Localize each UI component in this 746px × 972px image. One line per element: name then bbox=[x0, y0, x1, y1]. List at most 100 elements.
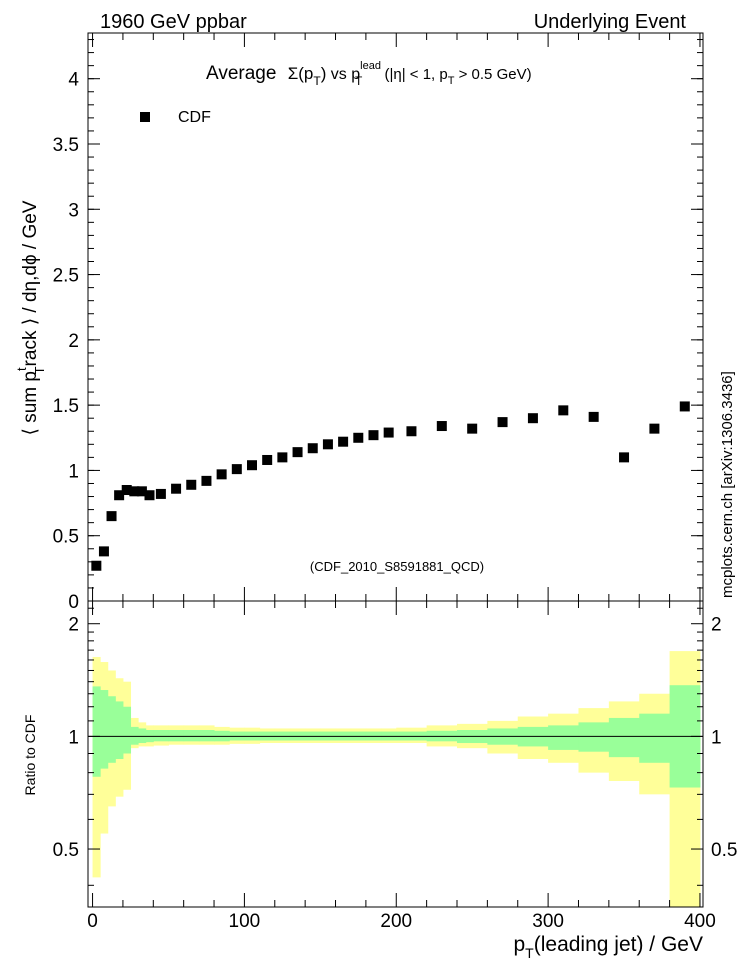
ratio-band-inner bbox=[168, 729, 185, 742]
ratio-xtick-label: 400 bbox=[684, 911, 716, 932]
main-ylabel-a: ⟨ sum p bbox=[20, 371, 41, 435]
data-point bbox=[619, 452, 630, 463]
main-ylabel: ⟨ sum pt Track ⟩ / dη,dϕ / GeV bbox=[14, 200, 47, 435]
data-point bbox=[558, 405, 569, 416]
data-point bbox=[322, 439, 333, 450]
ratio-xlabel-sub: T bbox=[525, 945, 534, 961]
ratio-xtick-label: 0 bbox=[87, 911, 98, 932]
ratio-xtick-labels: 0 100 200 300 400 bbox=[87, 911, 716, 932]
header-left: 1960 GeV ppbar bbox=[100, 11, 247, 33]
ratio-ticks bbox=[88, 601, 703, 907]
main-ylabel-b: rack ⟩ / dη,dϕ / GeV bbox=[20, 200, 41, 366]
plot-title-sigma: Σ(p bbox=[288, 64, 314, 83]
legend-label-cdf: CDF bbox=[178, 109, 211, 126]
main-panel: 0 0.5 1 1.5 2 2.5 3 3.5 4 Average Σ(pT) vs plead… bbox=[14, 32, 704, 613]
ratio-band-inner bbox=[92, 686, 101, 777]
plot-title-sigma-sub: T bbox=[313, 74, 321, 88]
main-ytick-label: 0.5 bbox=[53, 527, 79, 548]
data-point bbox=[277, 452, 288, 463]
main-ylabel-sup: t bbox=[14, 367, 29, 371]
data-point bbox=[121, 485, 132, 496]
plot-title-sigma-close: ) bbox=[321, 64, 327, 83]
ratio-band-inner bbox=[639, 713, 671, 763]
plot-title-cuts-tail: > 0.5 GeV) bbox=[454, 66, 531, 83]
main-ytick-label: 3.5 bbox=[53, 135, 79, 156]
main-ytick-label: 0 bbox=[68, 592, 79, 613]
main-ytick-labels: 0 0.5 1 1.5 2 2.5 3 3.5 4 bbox=[53, 70, 80, 613]
main-ytick-label: 2 bbox=[68, 331, 79, 352]
ratio-band-inner bbox=[130, 726, 139, 745]
ratio-ytick-label: 0.5 bbox=[53, 840, 79, 861]
watermark-ref: [arXiv:1306.3436] bbox=[719, 371, 736, 489]
ratio-band-inner bbox=[100, 690, 109, 769]
data-point bbox=[368, 430, 379, 441]
ratio-band-inner bbox=[183, 729, 200, 742]
ratio-band-inner bbox=[122, 706, 132, 754]
main-ytick-label: 2.5 bbox=[53, 266, 79, 287]
data-point bbox=[467, 423, 478, 434]
ratio-band-inner bbox=[608, 717, 640, 758]
data-point bbox=[436, 421, 447, 432]
data-point bbox=[649, 423, 660, 434]
data-point bbox=[262, 454, 273, 465]
data-point bbox=[231, 464, 242, 475]
ratio-ylabel: Ratio to CDF bbox=[22, 715, 38, 796]
main-data-points bbox=[91, 401, 690, 571]
ratio-band-inner bbox=[548, 725, 579, 750]
ratio-xlabel-a: p bbox=[513, 933, 525, 956]
main-ylabel-sub: T bbox=[32, 366, 47, 374]
ratio-band-inner bbox=[198, 729, 215, 742]
data-point bbox=[171, 483, 182, 494]
ratio-band-inner bbox=[153, 729, 169, 742]
ratio-ytick-label: 2 bbox=[68, 615, 79, 636]
ratio-ytick-labels: 0.5 0.5 1 1 2 2 bbox=[53, 615, 738, 861]
data-point bbox=[338, 436, 349, 447]
data-point bbox=[292, 447, 303, 458]
data-point bbox=[406, 426, 417, 437]
watermark-site: mcplots.cern.ch bbox=[719, 493, 736, 598]
data-point bbox=[497, 417, 508, 428]
ratio-band-inner bbox=[115, 701, 124, 760]
data-point bbox=[98, 546, 109, 557]
main-ytick-label: 3 bbox=[68, 200, 79, 221]
ratio-ytick-label: 1 bbox=[68, 727, 79, 748]
ratio-band-inner bbox=[578, 722, 610, 752]
data-point bbox=[155, 488, 166, 499]
data-point bbox=[353, 432, 364, 443]
ratio-xlabel: pT(leading jet) / GeV bbox=[513, 933, 703, 961]
ratio-ytick-label-right: 0.5 bbox=[711, 840, 737, 861]
plot-title: Average Σ(pT) vs plead T (|η| < 1, pT > 0… bbox=[206, 60, 532, 88]
ratio-band-inner bbox=[138, 728, 147, 744]
data-point bbox=[186, 479, 197, 490]
analysis-id: (CDF_2010_S8591881_QCD) bbox=[310, 559, 484, 574]
data-point bbox=[307, 443, 318, 454]
ratio-xtick-label: 200 bbox=[380, 911, 412, 932]
data-point bbox=[129, 486, 140, 497]
watermark: mcplots.cern.ch [arXiv:1306.3436] bbox=[719, 371, 736, 598]
ratio-xlabel-b: (leading jet) / GeV bbox=[534, 933, 703, 956]
plot-title-vs-sub: T bbox=[355, 74, 363, 88]
data-point bbox=[216, 469, 227, 480]
main-ytick-label: 1 bbox=[68, 461, 79, 482]
data-point bbox=[247, 460, 257, 471]
data-point bbox=[91, 560, 102, 571]
data-point bbox=[588, 411, 599, 422]
ratio-xtick-label: 100 bbox=[229, 911, 261, 932]
header-right: Underlying Event bbox=[534, 11, 687, 33]
main-ytick-label: 4 bbox=[68, 70, 79, 91]
plot-title-vs: vs p bbox=[326, 66, 360, 83]
data-point bbox=[527, 413, 538, 424]
plot-title-prefix: Average bbox=[206, 63, 276, 84]
data-point bbox=[114, 490, 125, 501]
ratio-panel: 0.5 0.5 1 1 2 2 0 100 200 300 400 Ratio to CDF pT… bbox=[22, 600, 738, 961]
ratio-xtick-label: 300 bbox=[532, 911, 564, 932]
ratio-bands bbox=[92, 651, 701, 907]
data-point bbox=[144, 490, 155, 501]
main-ytick-label: 1.5 bbox=[53, 396, 79, 417]
plot-title-cuts: (|η| < 1, p bbox=[380, 66, 447, 83]
plot-title-cuts-sub: T bbox=[448, 75, 455, 87]
legend-marker-cdf bbox=[140, 112, 150, 122]
data-point bbox=[201, 475, 212, 486]
data-point bbox=[383, 427, 394, 438]
